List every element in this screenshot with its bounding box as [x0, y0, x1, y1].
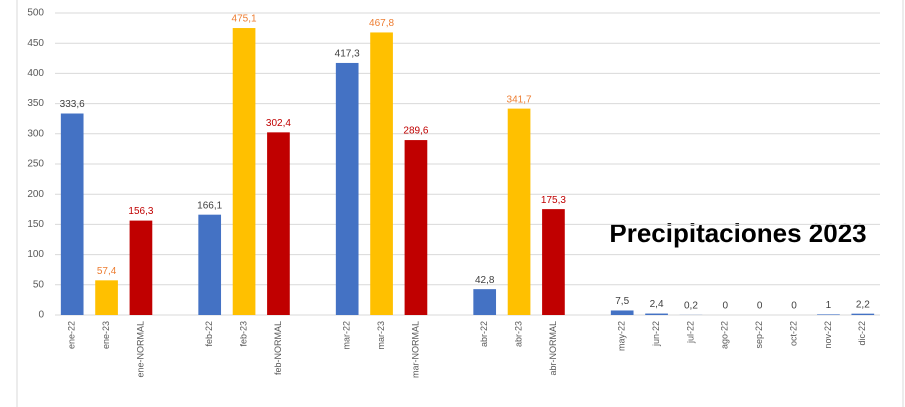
y-tick-label: 450 [27, 38, 44, 49]
x-tick-label: dic-22 [857, 321, 867, 346]
x-tick-label: ene-NORMAL [135, 321, 145, 378]
y-tick-label: 300 [27, 128, 44, 139]
bar [370, 32, 393, 316]
x-tick-label: jul-22 [685, 321, 695, 344]
bar [404, 140, 428, 315]
value-label: 467,8 [369, 18, 394, 29]
bar [473, 289, 497, 315]
y-tick-label: 350 [27, 98, 44, 109]
x-tick-label: may-22 [617, 321, 627, 351]
x-tick-label: feb-22 [204, 321, 214, 347]
value-label: 1 [826, 300, 832, 311]
x-tick-label: mar-23 [376, 321, 386, 350]
x-tick-label: jun-22 [651, 321, 661, 347]
x-tick-label: abr-23 [513, 321, 523, 347]
value-label: 0 [757, 301, 763, 312]
bar [542, 209, 565, 315]
x-tick-label: mar-22 [342, 321, 352, 350]
bar [817, 314, 840, 315]
y-tick-label: 0 [38, 310, 44, 321]
value-label: 2,4 [650, 299, 664, 310]
bar [198, 214, 222, 315]
value-label: 0 [791, 301, 797, 312]
x-tick-label: abr-NORMAL [548, 321, 558, 376]
x-tick-label: oct-22 [788, 321, 798, 346]
y-tick-label: 200 [27, 189, 44, 200]
x-tick-label: abr-22 [479, 321, 489, 347]
bar [610, 310, 634, 315]
value-label: 302,4 [266, 118, 291, 129]
x-tick-label: ago-22 [720, 321, 730, 349]
bar [507, 108, 531, 316]
y-tick-label: 50 [33, 279, 45, 290]
chart-title: Precipitaciones 2023 [609, 218, 866, 248]
x-tick-label: feb-23 [238, 321, 248, 347]
value-label: 175,3 [541, 195, 566, 206]
value-label: 333,6 [60, 99, 85, 110]
x-tick-label: feb-NORMAL [273, 321, 283, 375]
bar [129, 220, 153, 315]
x-tick-label: sep-22 [754, 321, 764, 349]
bar [267, 132, 290, 315]
bar [645, 313, 668, 315]
bar [335, 62, 359, 315]
value-label: 57,4 [97, 266, 117, 277]
y-tick-label: 250 [27, 159, 44, 170]
bar [60, 113, 84, 315]
y-tick-label: 500 [27, 8, 44, 19]
value-label: 0 [723, 301, 729, 312]
y-tick-label: 100 [27, 249, 44, 260]
bar [95, 280, 118, 315]
value-label: 42,8 [475, 275, 495, 286]
value-label: 289,6 [403, 126, 428, 137]
bar [851, 313, 875, 315]
value-label: 2,2 [856, 299, 870, 310]
value-label: 7,5 [615, 296, 629, 307]
x-tick-label: nov-22 [823, 321, 833, 349]
x-tick-label: mar-NORMAL [410, 321, 420, 378]
y-tick-label: 150 [27, 219, 44, 230]
value-label: 156,3 [128, 206, 153, 217]
value-label: 475,1 [232, 14, 257, 25]
bar [232, 28, 256, 315]
value-label: 417,3 [335, 49, 360, 60]
frame [16, 0, 904, 407]
value-label: 0,2 [684, 301, 698, 312]
x-tick-label: ene-23 [101, 321, 111, 349]
value-label: 341,7 [507, 94, 532, 105]
value-label: 166,1 [197, 200, 222, 211]
x-tick-label: ene-22 [67, 321, 77, 349]
y-tick-label: 400 [27, 68, 44, 79]
